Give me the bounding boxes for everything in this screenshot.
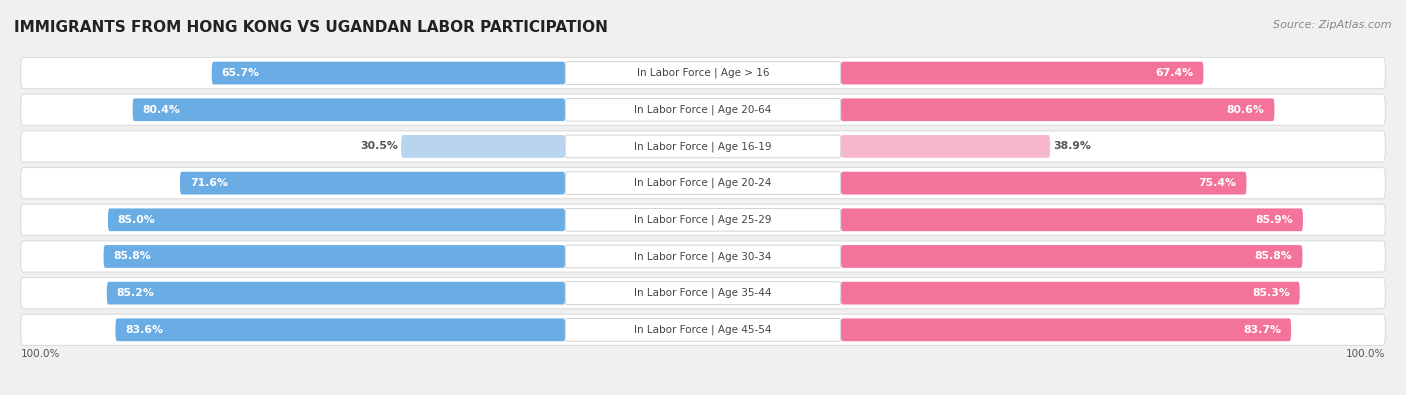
Text: In Labor Force | Age 45-54: In Labor Force | Age 45-54 <box>634 325 772 335</box>
Text: In Labor Force | Age > 16: In Labor Force | Age > 16 <box>637 68 769 78</box>
Text: 85.3%: 85.3% <box>1251 288 1289 298</box>
Text: In Labor Force | Age 20-24: In Labor Force | Age 20-24 <box>634 178 772 188</box>
FancyBboxPatch shape <box>565 318 841 341</box>
FancyBboxPatch shape <box>21 204 1385 235</box>
Text: 38.9%: 38.9% <box>1053 141 1091 151</box>
Text: 80.6%: 80.6% <box>1226 105 1264 115</box>
FancyBboxPatch shape <box>565 62 841 85</box>
Text: 100.0%: 100.0% <box>21 349 60 359</box>
Text: 85.8%: 85.8% <box>1254 252 1292 261</box>
FancyBboxPatch shape <box>21 131 1385 162</box>
FancyBboxPatch shape <box>841 172 1247 194</box>
Text: In Labor Force | Age 20-64: In Labor Force | Age 20-64 <box>634 105 772 115</box>
FancyBboxPatch shape <box>21 58 1385 88</box>
FancyBboxPatch shape <box>107 282 565 305</box>
Text: 83.6%: 83.6% <box>125 325 163 335</box>
Text: 80.4%: 80.4% <box>142 105 180 115</box>
FancyBboxPatch shape <box>565 209 841 231</box>
FancyBboxPatch shape <box>104 245 565 268</box>
FancyBboxPatch shape <box>565 98 841 121</box>
FancyBboxPatch shape <box>21 167 1385 199</box>
FancyBboxPatch shape <box>841 282 1299 305</box>
Text: 75.4%: 75.4% <box>1199 178 1237 188</box>
FancyBboxPatch shape <box>565 245 841 268</box>
Text: 85.8%: 85.8% <box>114 252 152 261</box>
FancyBboxPatch shape <box>115 318 565 341</box>
FancyBboxPatch shape <box>108 209 565 231</box>
Text: 71.6%: 71.6% <box>190 178 228 188</box>
FancyBboxPatch shape <box>841 209 1303 231</box>
FancyBboxPatch shape <box>180 172 565 194</box>
FancyBboxPatch shape <box>565 135 841 158</box>
FancyBboxPatch shape <box>841 62 1204 85</box>
Text: In Labor Force | Age 16-19: In Labor Force | Age 16-19 <box>634 141 772 152</box>
FancyBboxPatch shape <box>21 278 1385 309</box>
Text: In Labor Force | Age 35-44: In Labor Force | Age 35-44 <box>634 288 772 298</box>
FancyBboxPatch shape <box>565 282 841 305</box>
Text: 65.7%: 65.7% <box>222 68 260 78</box>
Text: IMMIGRANTS FROM HONG KONG VS UGANDAN LABOR PARTICIPATION: IMMIGRANTS FROM HONG KONG VS UGANDAN LAB… <box>14 20 607 35</box>
FancyBboxPatch shape <box>21 241 1385 272</box>
FancyBboxPatch shape <box>841 245 1302 268</box>
Text: Source: ZipAtlas.com: Source: ZipAtlas.com <box>1274 20 1392 30</box>
Text: 67.4%: 67.4% <box>1156 68 1194 78</box>
FancyBboxPatch shape <box>401 135 565 158</box>
FancyBboxPatch shape <box>132 98 565 121</box>
Text: 85.2%: 85.2% <box>117 288 155 298</box>
Text: 30.5%: 30.5% <box>360 141 398 151</box>
FancyBboxPatch shape <box>21 314 1385 345</box>
Text: In Labor Force | Age 30-34: In Labor Force | Age 30-34 <box>634 251 772 262</box>
Text: In Labor Force | Age 25-29: In Labor Force | Age 25-29 <box>634 214 772 225</box>
Text: 85.9%: 85.9% <box>1256 215 1294 225</box>
FancyBboxPatch shape <box>841 135 1050 158</box>
Text: 100.0%: 100.0% <box>1346 349 1385 359</box>
Text: 85.0%: 85.0% <box>118 215 156 225</box>
FancyBboxPatch shape <box>565 172 841 194</box>
FancyBboxPatch shape <box>841 98 1274 121</box>
FancyBboxPatch shape <box>841 318 1291 341</box>
FancyBboxPatch shape <box>21 94 1385 125</box>
FancyBboxPatch shape <box>212 62 565 85</box>
Text: 83.7%: 83.7% <box>1243 325 1281 335</box>
